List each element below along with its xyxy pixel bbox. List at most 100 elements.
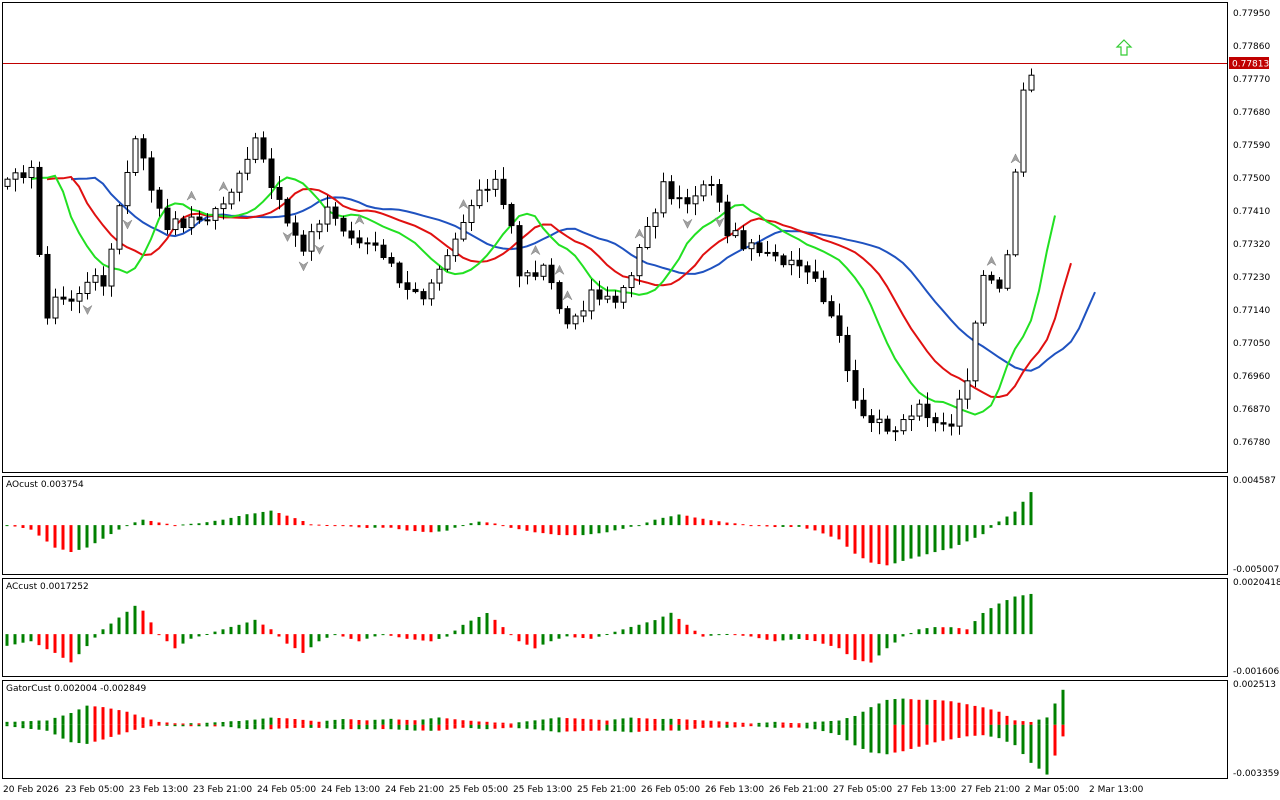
candle	[764, 240, 771, 257]
candle	[268, 148, 275, 199]
gator-upper-bar	[77, 709, 81, 725]
gator-upper-bar	[1053, 703, 1057, 725]
candle-body-bull	[84, 281, 91, 294]
aocust-bar	[837, 525, 841, 540]
fractal-down-icon	[714, 217, 725, 228]
gator-upper-bar	[797, 723, 801, 725]
aocust-bar	[189, 523, 193, 526]
aocust-bar	[885, 525, 889, 566]
aocust-bar	[509, 525, 513, 528]
candle	[716, 179, 723, 212]
gator-lower-bar	[749, 724, 753, 727]
accust-bar	[949, 627, 953, 635]
accust-bar	[301, 634, 305, 653]
candle-body-bull	[428, 282, 435, 300]
aocust-bar	[997, 521, 1001, 526]
gator-upper-bar	[565, 718, 569, 725]
candle-body-bear	[140, 138, 147, 159]
accust-bar	[917, 629, 921, 635]
candle	[796, 248, 803, 279]
accust-bar	[717, 634, 721, 636]
candle	[124, 160, 131, 215]
gator-upper-bar	[637, 718, 641, 725]
gator-upper-bar	[213, 722, 217, 725]
accust-bar	[461, 624, 465, 635]
aocust-bar	[61, 525, 65, 550]
accust-bar	[149, 622, 153, 635]
candle	[588, 279, 595, 320]
time-label-9: 25 Feb 21:00	[577, 785, 636, 795]
candle	[820, 270, 827, 305]
accust-bar	[269, 629, 273, 635]
gator-lower-bar	[197, 724, 201, 727]
accust-bar	[485, 613, 489, 635]
gator-lower-bar	[541, 724, 545, 731]
gator-upper-bar	[381, 719, 385, 725]
candle	[108, 243, 115, 297]
buy-arrow-icon	[1115, 39, 1133, 56]
accust-bar	[541, 634, 545, 645]
gator-upper-bar	[477, 721, 481, 725]
gator-lower-bar	[989, 724, 993, 737]
candle	[532, 260, 539, 281]
candle	[828, 295, 835, 319]
candle	[260, 131, 267, 163]
ao-panel-frame	[2, 476, 1228, 575]
candle-body-bear	[260, 137, 267, 160]
gator-lower-bar	[405, 724, 409, 731]
accust-bar	[445, 634, 449, 637]
candle-body-bull	[468, 205, 475, 223]
aocust-bar	[789, 525, 793, 527]
fractal-up-icon	[530, 245, 541, 256]
gator-histogram	[5, 689, 1065, 775]
accust-bar	[141, 610, 145, 635]
gator-upper-bar	[957, 702, 961, 725]
candle	[876, 409, 883, 435]
gator-lower-bar	[533, 724, 537, 730]
accust-bar	[117, 617, 121, 635]
accust-bar	[893, 634, 897, 643]
aocust-bar	[421, 525, 425, 532]
gator-upper-bar	[933, 699, 937, 725]
gator-upper-bar	[133, 714, 137, 725]
gator-upper-bar	[773, 721, 777, 725]
candle	[660, 172, 667, 218]
gator-lower-bar	[325, 724, 329, 729]
candle-body-bull	[604, 295, 611, 300]
accust-bar	[789, 634, 793, 640]
accust-bar	[101, 629, 105, 635]
aocust-bar	[173, 525, 177, 527]
accust-bar	[981, 612, 985, 635]
accust-bar	[973, 621, 977, 635]
gator-lower-bar	[397, 724, 401, 730]
accust-bar	[45, 634, 49, 650]
gator-lower-bar	[469, 724, 473, 729]
candle	[236, 170, 243, 202]
candle	[580, 300, 587, 323]
gator-lower-bar	[797, 724, 801, 728]
aocust-bar	[397, 525, 401, 530]
candle	[996, 276, 1003, 293]
gator-lower-bar	[341, 724, 345, 730]
gator-upper-bar	[397, 719, 401, 725]
aocust-bar	[685, 515, 689, 526]
gator-upper-bar	[861, 711, 865, 725]
candle	[836, 303, 843, 343]
aocust-bar	[917, 525, 921, 557]
gator-upper-bar	[629, 717, 633, 725]
fractal-up-icon	[1010, 153, 1021, 164]
candle	[540, 263, 547, 281]
candle	[420, 288, 427, 306]
gator-upper-bar	[813, 721, 817, 725]
candle-body-bull	[484, 188, 491, 191]
accust-bar	[645, 622, 649, 635]
gator-upper-bar	[677, 718, 681, 725]
gator-upper-bar	[1005, 715, 1009, 725]
gator-lower-bar	[101, 724, 105, 740]
accust-bar	[901, 634, 905, 637]
accust-bar	[877, 634, 881, 656]
gator-upper-bar	[1029, 721, 1033, 725]
aocust-bar	[109, 525, 113, 535]
candle	[52, 288, 59, 325]
